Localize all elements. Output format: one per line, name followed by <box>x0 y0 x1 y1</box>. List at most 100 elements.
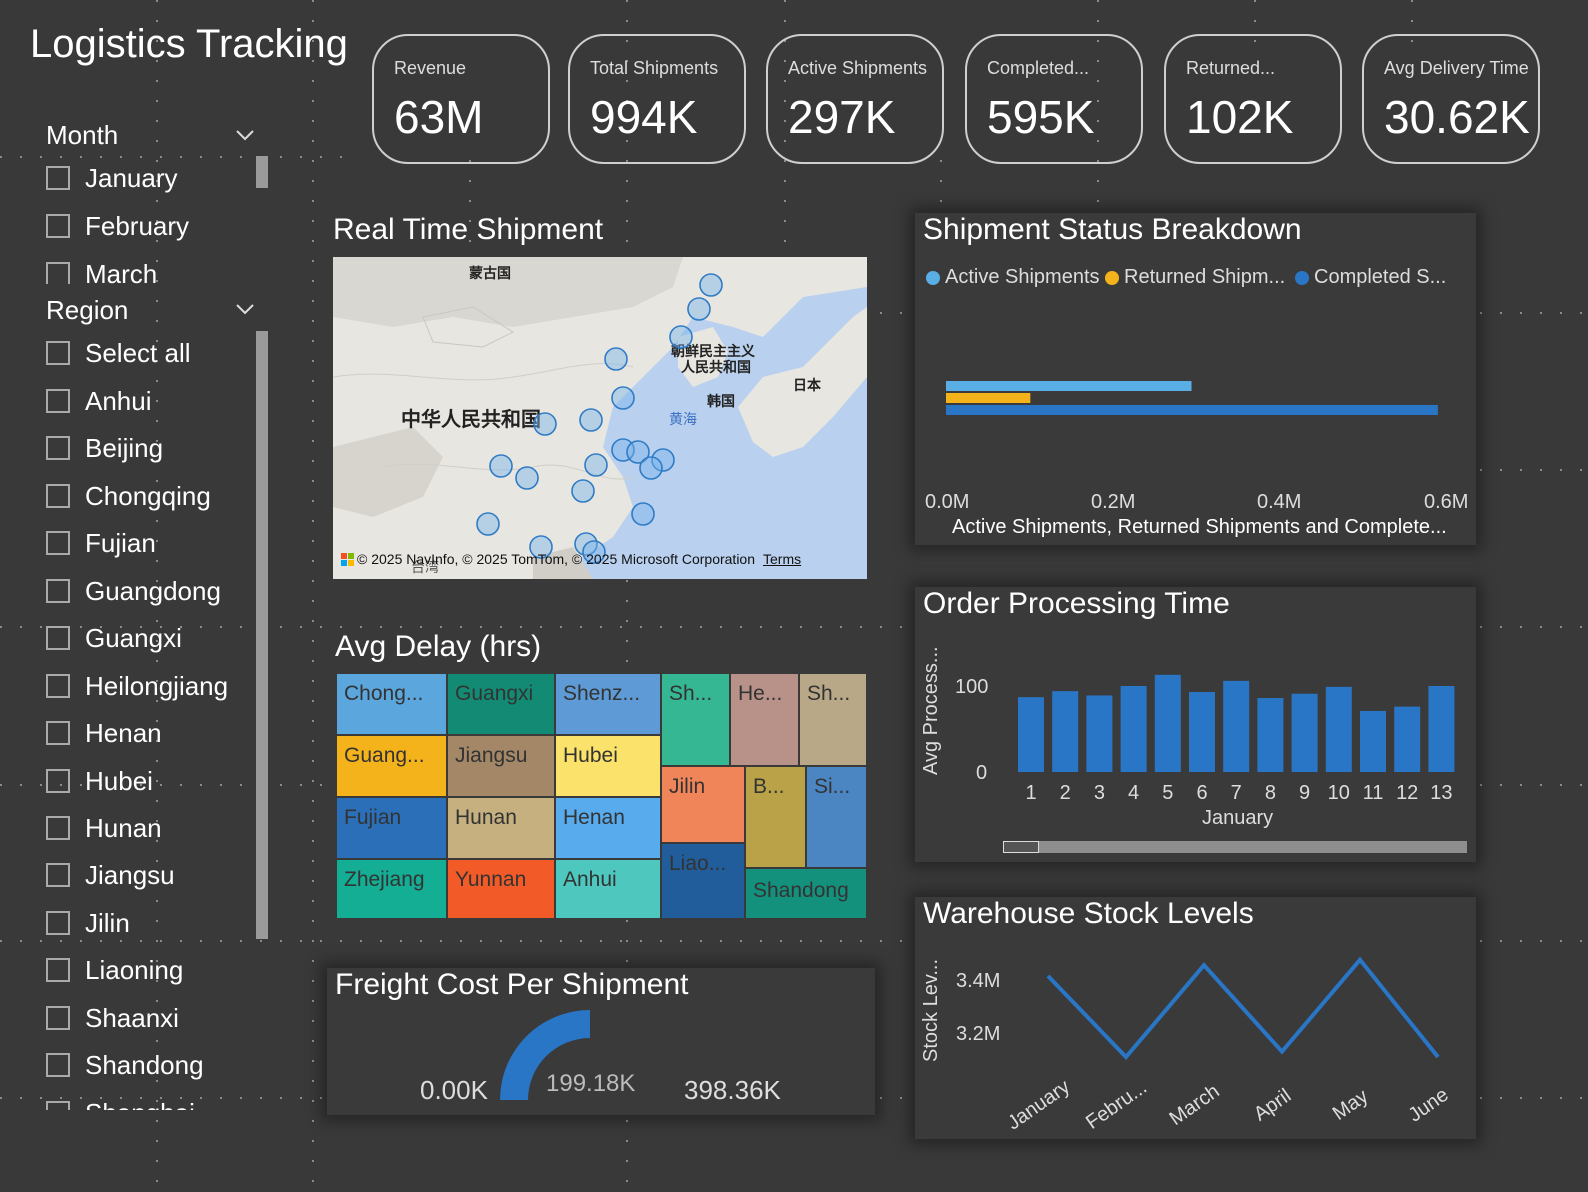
freight-gauge-panel[interactable] <box>327 968 875 1115</box>
checkbox[interactable] <box>46 721 70 745</box>
region-option[interactable]: Beijing <box>46 428 163 468</box>
legend-completed[interactable]: Completed S... <box>1295 266 1446 289</box>
option-label: Guangxi <box>85 622 182 653</box>
treemap-tile[interactable]: Chong... <box>336 673 447 735</box>
tile-label: Liao... <box>669 852 727 875</box>
treemap-tile[interactable]: Yunnan <box>447 859 555 919</box>
checkbox[interactable] <box>46 958 70 982</box>
status-breakdown-panel[interactable] <box>915 213 1476 545</box>
region-option[interactable]: Henan <box>46 713 162 753</box>
region-option[interactable]: Chongqing <box>46 476 211 516</box>
region-option[interactable]: Jilin <box>46 903 130 943</box>
checkbox[interactable] <box>46 1053 70 1077</box>
checkbox[interactable] <box>46 484 70 508</box>
horizontal-scrollbar[interactable] <box>1003 841 1467 853</box>
checkbox[interactable] <box>46 389 70 413</box>
treemap-tile[interactable]: Hubei <box>555 735 661 797</box>
treemap-tile[interactable]: Anhui <box>555 859 661 919</box>
legend-returned[interactable]: Returned Shipm... <box>1105 266 1285 289</box>
month-option-january[interactable]: January <box>46 158 178 198</box>
region-slicer-header: Region <box>46 295 129 325</box>
region-option[interactable]: Liaoning <box>46 950 183 990</box>
region-scrollbar[interactable] <box>256 331 268 939</box>
month-option-february[interactable]: February <box>46 206 189 246</box>
status-bars[interactable] <box>915 360 1476 440</box>
warehouse-stock-panel[interactable] <box>915 897 1476 1139</box>
tile-label: Zhejiang <box>344 868 425 891</box>
checkbox[interactable] <box>46 214 70 238</box>
checkbox[interactable] <box>46 769 70 793</box>
region-option[interactable]: Guangdong <box>46 571 221 611</box>
map-bubble <box>515 466 539 490</box>
chevron-down-icon[interactable] <box>234 124 256 146</box>
region-option[interactable]: Jiangsu <box>46 855 175 895</box>
treemap-tile[interactable]: Si... <box>806 766 867 868</box>
treemap-tile[interactable]: Hunan <box>447 797 555 859</box>
gauge-max-label: 398.36K <box>684 1075 781 1105</box>
region-option[interactable]: Guangxi <box>46 618 182 658</box>
region-option[interactable]: Shanghai <box>46 1093 195 1110</box>
kpi-card-active-shipments[interactable]: Active Shipments 297K <box>766 34 944 164</box>
treemap-tile[interactable]: Shenz... <box>555 673 661 735</box>
checkbox[interactable] <box>46 911 70 935</box>
checkbox[interactable] <box>46 341 70 365</box>
map-bubbles[interactable] <box>333 257 867 579</box>
checkbox[interactable] <box>46 262 70 284</box>
treemap-tile[interactable]: Sh... <box>799 673 867 766</box>
treemap-tile[interactable]: Henan <box>555 797 661 859</box>
kpi-card-avg-delivery-time[interactable]: Avg Delivery Time 30.62K <box>1362 34 1540 164</box>
region-option[interactable]: Heilongjiang <box>46 666 228 706</box>
region-option[interactable]: Fujian <box>46 523 156 563</box>
region-option[interactable]: Select all <box>46 333 191 373</box>
chevron-down-icon[interactable] <box>234 298 256 320</box>
treemap-tile[interactable]: Jiangsu <box>447 735 555 797</box>
scrollbar-thumb[interactable] <box>1003 841 1039 853</box>
map-bubble <box>639 456 663 480</box>
treemap-tile[interactable]: Liao... <box>661 843 745 919</box>
checkbox[interactable] <box>46 436 70 460</box>
region-option[interactable]: Anhui <box>46 381 152 421</box>
month-scrollbar[interactable] <box>256 156 268 188</box>
terms-link[interactable]: Terms <box>763 551 802 567</box>
checkbox[interactable] <box>46 1006 70 1030</box>
checkbox[interactable] <box>46 166 70 190</box>
map-bubble <box>604 347 628 371</box>
treemap-tile[interactable]: Shandong <box>745 868 867 919</box>
option-label: Liaoning <box>85 954 184 985</box>
treemap-tile[interactable]: B... <box>745 766 806 868</box>
region-option[interactable]: Shaanxi <box>46 998 179 1038</box>
legend-label: Completed S... <box>1314 266 1447 288</box>
treemap-tile[interactable]: Zhejiang <box>336 859 447 919</box>
option-label: Hunan <box>85 812 162 843</box>
treemap-tile[interactable]: Guangxi <box>447 673 555 735</box>
x-tick: 4 <box>1128 782 1139 804</box>
option-label: Select all <box>85 337 191 368</box>
shipment-map[interactable]: 蒙古国 中华人民共和国 朝鲜民主主义 人民共和国 韩国 日本 黄海 台湾 © 2… <box>333 257 867 579</box>
region-option[interactable]: Shandong <box>46 1045 204 1085</box>
tile-label: He... <box>738 682 783 705</box>
kpi-card-total-shipments[interactable]: Total Shipments 994K <box>568 34 746 164</box>
region-option[interactable]: Hunan <box>46 808 162 848</box>
kpi-card-completed[interactable]: Completed... 595K <box>965 34 1143 164</box>
checkbox[interactable] <box>46 863 70 887</box>
month-option-march[interactable]: March <box>46 254 157 284</box>
kpi-card-revenue[interactable]: Revenue 63M <box>372 34 550 164</box>
processing-bars[interactable]: 1 2 3 4 5 6 7 8 9 10 11 12 13 <box>1000 650 1470 810</box>
treemap-tile[interactable]: Jilin <box>661 766 745 843</box>
legend-active[interactable]: Active Shipments <box>926 266 1100 289</box>
stock-line-chart[interactable]: January Febru... March April May June <box>1010 940 1470 1130</box>
treemap-tile[interactable]: Fujian <box>336 797 447 859</box>
region-option[interactable]: Hubei <box>46 761 153 801</box>
checkbox[interactable] <box>46 674 70 698</box>
legend-label: Returned Shipm... <box>1124 266 1286 288</box>
kpi-card-returned[interactable]: Returned... 102K <box>1164 34 1342 164</box>
x-axis-title: Active Shipments, Returned Shipments and… <box>952 516 1447 538</box>
treemap-tile[interactable]: Sh... <box>661 673 730 766</box>
checkbox[interactable] <box>46 531 70 555</box>
checkbox[interactable] <box>46 1101 70 1110</box>
checkbox[interactable] <box>46 816 70 840</box>
treemap-tile[interactable]: He... <box>730 673 799 766</box>
treemap-tile[interactable]: Guang... <box>336 735 447 797</box>
checkbox[interactable] <box>46 626 70 650</box>
checkbox[interactable] <box>46 579 70 603</box>
